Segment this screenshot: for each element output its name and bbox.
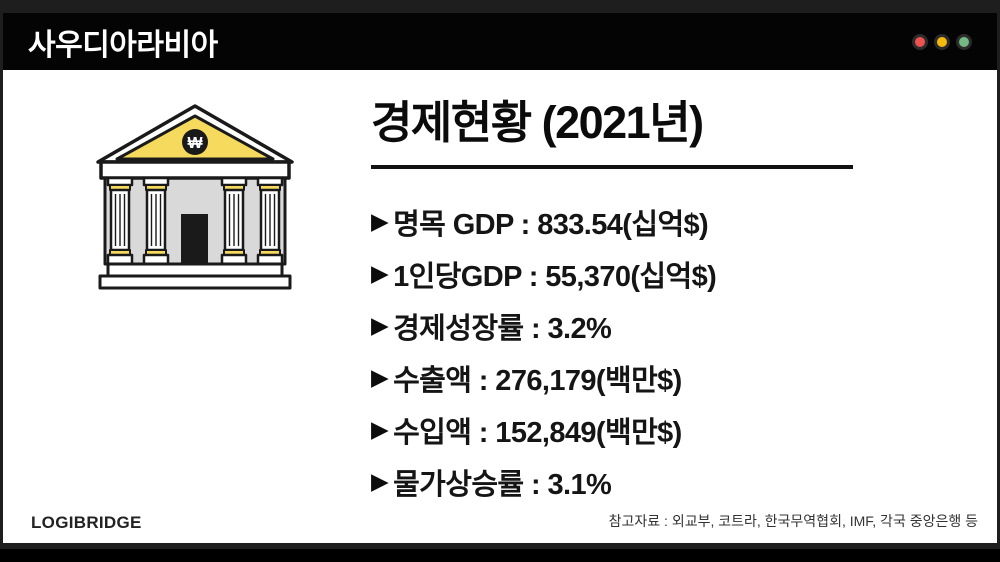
bank-entablature	[99, 160, 291, 180]
source-reference-text: 참고자료 : 외교부, 코트라, 한국무역협회, IMF, 각국 중앙은행 등	[608, 513, 978, 529]
bank-column	[142, 176, 170, 266]
heading-underline	[371, 164, 853, 169]
bank-column	[256, 176, 284, 266]
main-content: 경제현황 (2021년) ▶ 명목 GDP : 833.54(십억$) ▶ 1인…	[371, 97, 911, 517]
traffic-light-red-icon	[912, 33, 928, 50]
page-title: 경제현황 (2021년)	[371, 97, 704, 148]
stat-text: 물가상승률 : 3.1%	[393, 468, 612, 501]
stat-text: 1인당GDP : 55,370(십억$)	[393, 260, 717, 293]
window-title: 사우디아라비아	[28, 28, 218, 62]
triangle-bullet-icon: ▶	[371, 416, 389, 443]
bank-building-icon: ₩	[96, 104, 294, 290]
bank-door	[181, 214, 208, 264]
bank-columns	[106, 176, 284, 266]
title-bar: 사우디아라비아	[3, 13, 997, 70]
won-coin-icon	[182, 129, 208, 155]
triangle-bullet-icon: ▶	[371, 312, 389, 339]
bank-column	[106, 176, 134, 266]
bank-step-upper	[106, 262, 284, 278]
won-symbol: ₩	[187, 135, 203, 152]
stat-item-exports: ▶ 수출액 : 276,179(백만$)	[371, 361, 911, 397]
stat-text: 경제성장률 : 3.2%	[393, 312, 612, 345]
stat-text: 수출액 : 276,179(백만$)	[393, 364, 682, 397]
stat-text: 명목 GDP : 833.54(십억$)	[393, 208, 709, 241]
app-window: 사우디아라비아 ₩	[3, 13, 997, 543]
stat-item-growth-rate: ▶ 경제성장률 : 3.2%	[371, 309, 911, 345]
stat-item-gdp-per-capita: ▶ 1인당GDP : 55,370(십억$)	[371, 257, 911, 293]
brand-logo-text: LOGIBRIDGE	[31, 513, 142, 532]
triangle-bullet-icon: ▶	[371, 260, 389, 287]
stats-list: ▶ 명목 GDP : 833.54(십억$) ▶ 1인당GDP : 55,370…	[371, 205, 911, 501]
traffic-lights	[912, 33, 972, 50]
window-body: ₩	[3, 70, 997, 543]
traffic-light-yellow-icon	[934, 33, 950, 50]
bank-column	[220, 176, 248, 266]
triangle-bullet-icon: ▶	[371, 364, 389, 391]
traffic-light-green-icon	[956, 33, 972, 50]
triangle-bullet-icon: ▶	[371, 208, 389, 235]
stat-text: 수입액 : 152,849(백만$)	[393, 416, 682, 449]
triangle-bullet-icon: ▶	[371, 468, 389, 495]
stat-item-nominal-gdp: ▶ 명목 GDP : 833.54(십억$)	[371, 205, 911, 241]
stat-item-inflation: ▶ 물가상승률 : 3.1%	[371, 465, 911, 501]
stat-item-imports: ▶ 수입액 : 152,849(백만$)	[371, 413, 911, 449]
bank-step-lower	[98, 274, 292, 290]
